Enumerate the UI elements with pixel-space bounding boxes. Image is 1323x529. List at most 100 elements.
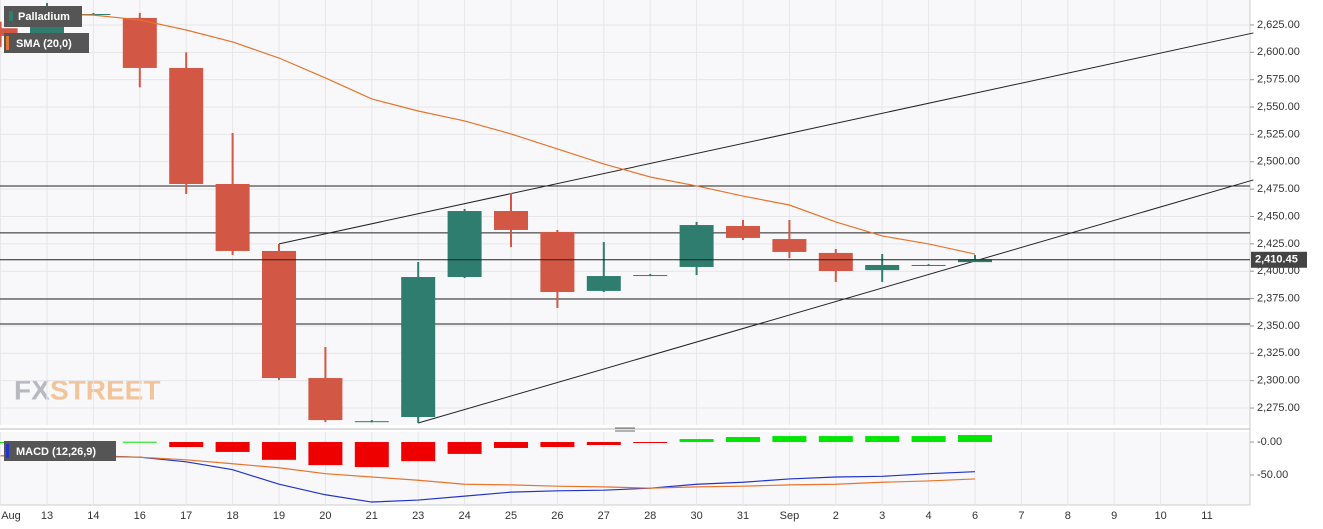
legend-swatch	[6, 444, 9, 458]
y-tick-label: 2,325.00	[1257, 347, 1300, 359]
y-tick-label: 2,575.00	[1257, 74, 1300, 86]
x-tick-label: 26	[551, 510, 563, 522]
histogram-bar	[633, 442, 668, 444]
trendline	[418, 179, 1254, 424]
x-tick-label: 10	[1154, 510, 1166, 522]
y-tick-label: 2,350.00	[1257, 320, 1300, 332]
macd-panel	[0, 432, 1250, 505]
watermark-street: STREET	[50, 374, 160, 405]
histogram-bar	[215, 442, 250, 452]
legend-label: SMA (20,0)	[16, 38, 72, 50]
x-tick-label: 6	[972, 510, 978, 522]
trendline	[278, 32, 1254, 245]
candle-body	[169, 67, 204, 184]
x-tick-label: 27	[598, 510, 610, 522]
histogram-bar	[586, 442, 621, 445]
watermark-fx: FX	[14, 374, 50, 405]
histogram-bar	[865, 436, 900, 443]
legend-box	[4, 6, 82, 27]
x-tick-label: 23	[412, 510, 424, 522]
candle-body	[447, 211, 482, 278]
candle-body	[865, 264, 900, 271]
candle-body	[308, 378, 343, 421]
candle-body	[215, 183, 250, 251]
y-tick-label: 2,275.00	[1257, 402, 1300, 414]
last-price-box	[1251, 251, 1307, 268]
price-panel	[0, 0, 1250, 425]
y-tick-label: 2,625.00	[1257, 19, 1300, 31]
macd-line	[0, 455, 976, 489]
candle-body	[958, 259, 992, 263]
y-tick-label: 2,400.00	[1257, 265, 1300, 277]
histogram-bar	[169, 442, 204, 448]
y-tick-label: 2,600.00	[1257, 46, 1300, 58]
x-tick-label: 30	[690, 510, 702, 522]
histogram-bar	[818, 436, 853, 443]
x-tick-label: Sep	[780, 510, 800, 522]
histogram-bar	[494, 442, 528, 448]
x-tick-label: 7	[1018, 510, 1024, 522]
y-tick-label: 2,375.00	[1257, 292, 1300, 304]
splitter[interactable]	[615, 427, 635, 432]
y-tick-label: 2,300.00	[1257, 375, 1300, 387]
x-tick-label: 16	[134, 510, 146, 522]
legend-box	[4, 33, 89, 53]
candle-body	[494, 211, 528, 230]
legend-swatch	[6, 36, 9, 50]
candle-body	[401, 277, 436, 418]
watermark: FX STREET	[14, 374, 160, 405]
histogram-bar	[122, 441, 157, 443]
legend-label: Palladium	[18, 11, 70, 23]
legend-swatch	[9, 11, 13, 21]
histogram-bar	[679, 439, 714, 443]
x-tick-label: 31	[737, 510, 749, 522]
x-tick-label: 8	[1065, 510, 1071, 522]
y-tick-label: 2,425.00	[1257, 238, 1300, 250]
legend-box	[4, 441, 116, 461]
candle-body	[818, 252, 853, 272]
histogram-bar	[540, 442, 575, 448]
candle-body	[262, 250, 296, 379]
x-tick-label: 21	[366, 510, 378, 522]
y-tick-label: 2,450.00	[1257, 210, 1300, 222]
x-tick-label: 11	[1201, 510, 1212, 522]
y-tick-label: 2,525.00	[1257, 128, 1300, 140]
sma-line	[46, 13, 976, 255]
y-tick-label: -50.00	[1257, 469, 1288, 481]
candle-body	[354, 421, 389, 423]
macd-line	[0, 455, 976, 503]
candle-body	[772, 239, 807, 252]
legend-label: MACD (12,26,9)	[16, 446, 96, 458]
histogram-bar	[401, 442, 436, 462]
x-tick-label: 19	[273, 510, 285, 522]
histogram-bar	[726, 437, 760, 443]
candle-body	[122, 17, 157, 68]
candle-body	[726, 226, 760, 238]
x-tick-label: 20	[319, 510, 331, 522]
x-tick-label: Aug	[1, 510, 21, 522]
x-tick-label: 3	[879, 510, 885, 522]
x-tick-label: 17	[180, 510, 192, 522]
x-tick-label: 9	[1111, 510, 1117, 522]
histogram-bar	[958, 435, 992, 443]
x-tick-label: 13	[41, 510, 53, 522]
x-tick-label: 2	[833, 510, 839, 522]
y-tick-label: 2,500.00	[1257, 156, 1300, 168]
x-tick-label: 14	[87, 510, 99, 522]
candle-body	[586, 276, 621, 291]
histogram-bar	[447, 442, 482, 454]
y-tick-label: -0.00	[1257, 436, 1282, 448]
candle-body	[633, 275, 668, 277]
y-tick-label: 2,475.00	[1257, 183, 1300, 195]
x-tick-label: 24	[458, 510, 470, 522]
candle-body	[540, 231, 575, 293]
candle-body	[0, 28, 18, 36]
x-tick-label: 18	[226, 510, 238, 522]
x-tick-label: 4	[926, 510, 932, 522]
histogram-bar	[911, 436, 946, 443]
legend: Palladium SMA (20,0) MACD (12,26,9)	[4, 6, 116, 461]
candle-body	[679, 225, 714, 267]
histogram-bar	[772, 436, 807, 443]
y-tick-label: 2,550.00	[1257, 101, 1300, 113]
